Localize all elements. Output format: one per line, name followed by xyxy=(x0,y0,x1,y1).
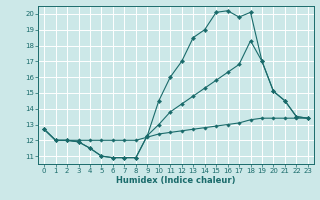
X-axis label: Humidex (Indice chaleur): Humidex (Indice chaleur) xyxy=(116,176,236,185)
